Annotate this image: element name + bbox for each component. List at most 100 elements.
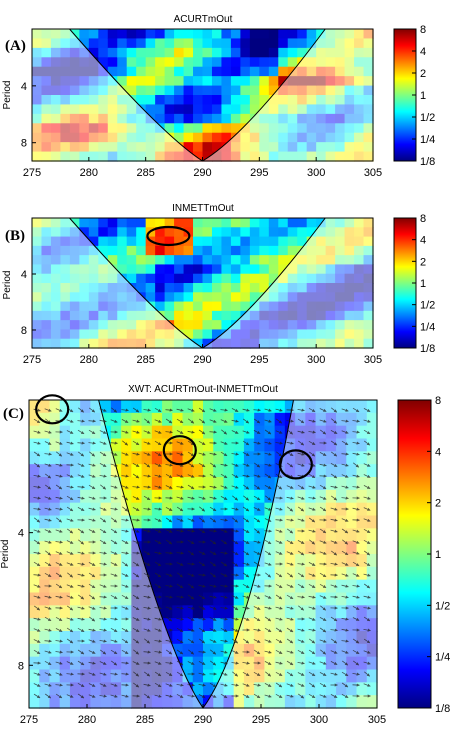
heatmap-cell: [162, 503, 173, 516]
heatmap-cell: [259, 255, 269, 265]
heatmap-cell: [127, 38, 137, 48]
heatmap-cell: [183, 618, 194, 631]
heatmap-cell: [203, 246, 213, 256]
heatmap-cell: [244, 477, 255, 490]
heatmap-cell: [278, 48, 288, 58]
heatmap-cell: [231, 48, 241, 58]
heatmap-cell: [213, 477, 224, 490]
colorbar-tick-label: 8: [435, 395, 441, 407]
heatmap-cell: [288, 48, 298, 58]
heatmap-cell: [244, 426, 255, 439]
heatmap-cell: [117, 255, 127, 265]
heatmap-cell: [152, 554, 163, 567]
heatmap-cell: [127, 76, 137, 86]
heatmap-cell: [174, 255, 184, 265]
heatmap-cell: [203, 218, 213, 228]
heatmap-cell: [174, 104, 184, 114]
heatmap-cell: [193, 114, 203, 124]
heatmap-cell: [193, 274, 203, 284]
heatmap-cell: [152, 567, 163, 580]
heatmap-cell: [172, 618, 183, 631]
heatmap-cell: [223, 567, 234, 580]
heatmap-cell: [269, 48, 279, 58]
heatmap-cell: [131, 439, 142, 452]
heatmap-cell: [108, 29, 118, 39]
heatmap-cell: [288, 218, 298, 228]
colorbar-tick-label: 2: [420, 256, 426, 268]
heatmap-cell: [155, 246, 165, 256]
heatmap-cell: [136, 57, 146, 67]
heatmap-cell: [203, 490, 214, 503]
heatmap-cell: [212, 246, 222, 256]
heatmap-cell: [184, 86, 194, 96]
heatmap-cell: [127, 67, 137, 77]
heatmap-cell: [203, 320, 213, 330]
heatmap-cell: [203, 48, 213, 58]
heatmap-cell: [146, 283, 156, 293]
heatmap-cell: [288, 246, 298, 256]
heatmap-cell: [117, 48, 127, 58]
heatmap-cell: [231, 67, 241, 77]
heatmap-cell: [212, 48, 222, 58]
heatmap-cell: [223, 593, 234, 606]
heatmap-cell: [244, 554, 255, 567]
heatmap-cell: [174, 123, 184, 133]
heatmap-cell: [136, 255, 146, 265]
heatmap-cell: [269, 76, 279, 86]
heatmap-cell: [184, 114, 194, 124]
heatmap-cell: [193, 302, 203, 312]
heatmap-cell: [193, 516, 204, 529]
heatmap-cell: [193, 237, 203, 247]
heatmap-cell: [183, 644, 194, 657]
heatmap-cell: [203, 644, 214, 657]
heatmap-cell: [184, 57, 194, 67]
heatmap-cell: [231, 86, 241, 96]
heatmap-cell: [203, 227, 213, 237]
heatmap-cell: [193, 311, 203, 321]
heatmap-cell: [193, 95, 203, 105]
heatmap-cell: [117, 218, 127, 228]
heatmap-cell: [155, 255, 165, 265]
heatmap-cell: [155, 292, 165, 302]
heatmap-cell: [203, 657, 214, 670]
heatmap-cell: [221, 76, 231, 86]
heatmap-cell: [213, 631, 224, 644]
heatmap-cell: [275, 413, 286, 426]
heatmap-cell: [212, 114, 222, 124]
colorbar-tick-label: 1/8: [420, 343, 435, 355]
x-tick-label: 280: [80, 354, 98, 366]
heatmap-cell: [231, 76, 241, 86]
heatmap-cell: [221, 123, 231, 133]
heatmap-cell: [162, 400, 173, 413]
heatmap-cell: [234, 541, 245, 554]
heatmap-cell: [223, 528, 234, 541]
heatmap-cell: [165, 48, 175, 58]
heatmap-cell: [250, 255, 260, 265]
heatmap-cell: [254, 439, 265, 452]
heatmap-cell: [231, 274, 241, 284]
heatmap-cell: [278, 29, 288, 39]
heatmap-cell: [89, 218, 99, 228]
heatmap-cell: [174, 76, 184, 86]
heatmap-cell: [254, 426, 265, 439]
heatmap-cell: [250, 227, 260, 237]
heatmap-cell: [172, 554, 183, 567]
heatmap-cell: [142, 451, 153, 464]
heatmap-cell: [212, 302, 222, 312]
heatmap-cell: [165, 227, 175, 237]
heatmap-cell: [288, 57, 298, 67]
heatmap-cell: [174, 246, 184, 256]
heatmap-cell: [174, 67, 184, 77]
heatmap-cell: [234, 451, 245, 464]
colorbar-tick-label: 1/2: [420, 300, 435, 312]
heatmap-cell: [297, 38, 307, 48]
heatmap-cell: [98, 227, 108, 237]
heatmap-cell: [142, 413, 153, 426]
heatmap-cell: [203, 57, 213, 67]
colorbar-tick-label: 8: [420, 213, 426, 225]
heatmap-cell: [152, 477, 163, 490]
heatmap-cell: [221, 67, 231, 77]
heatmap-cell: [117, 237, 127, 247]
heatmap-cell: [165, 67, 175, 77]
y-axis-label: Period: [2, 81, 13, 110]
